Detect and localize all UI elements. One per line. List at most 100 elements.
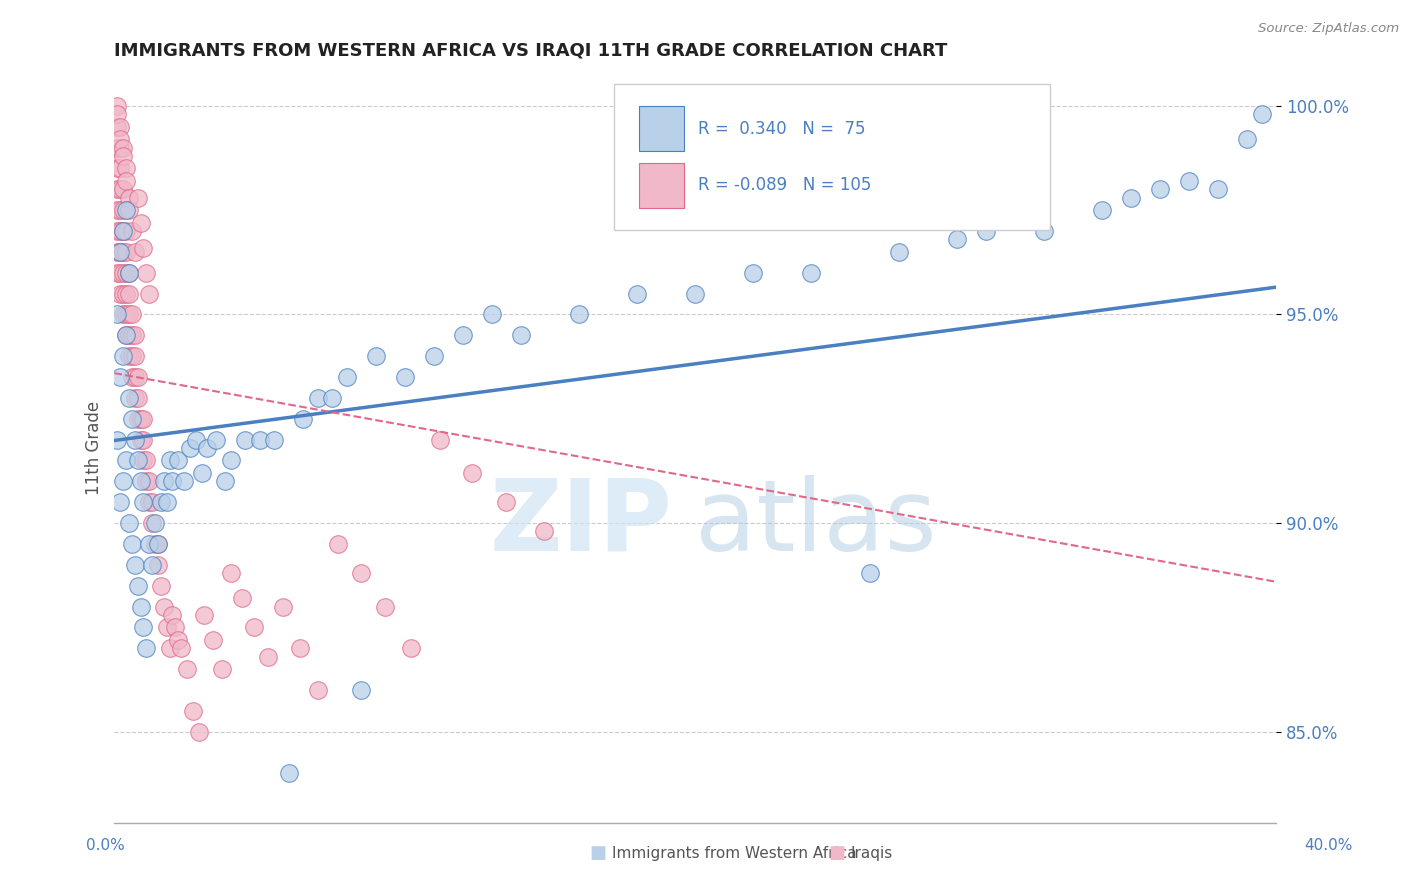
Point	[132, 495, 155, 509]
Point	[121, 308, 143, 322]
Point	[451, 328, 474, 343]
Point	[135, 475, 157, 489]
Point	[460, 466, 482, 480]
Point	[138, 537, 160, 551]
Point	[533, 524, 555, 539]
Point	[211, 662, 233, 676]
Point	[112, 224, 135, 238]
Point	[127, 191, 149, 205]
Point	[127, 453, 149, 467]
Point	[110, 161, 132, 176]
Point	[105, 140, 128, 154]
Point	[105, 244, 128, 259]
Point	[124, 244, 146, 259]
Point	[205, 433, 228, 447]
Point	[167, 453, 190, 467]
Point	[190, 466, 212, 480]
Point	[162, 607, 184, 622]
FancyBboxPatch shape	[640, 162, 683, 208]
Point	[129, 599, 152, 614]
Point	[105, 433, 128, 447]
Point	[135, 641, 157, 656]
Point	[195, 441, 218, 455]
Point	[156, 495, 179, 509]
Point	[159, 641, 181, 656]
Point	[121, 349, 143, 363]
Point	[141, 516, 163, 530]
Point	[115, 224, 138, 238]
Point	[350, 682, 373, 697]
Point	[110, 132, 132, 146]
Text: IMMIGRANTS FROM WESTERN AFRICA VS IRAQI 11TH GRADE CORRELATION CHART: IMMIGRANTS FROM WESTERN AFRICA VS IRAQI …	[114, 42, 948, 60]
Point	[115, 286, 138, 301]
Text: atlas: atlas	[695, 475, 936, 572]
Point	[118, 203, 141, 218]
Point	[184, 433, 207, 447]
Point	[118, 191, 141, 205]
Text: R =  0.340   N =  75: R = 0.340 N = 75	[697, 120, 865, 137]
Point	[326, 537, 349, 551]
Point	[1119, 191, 1142, 205]
Point	[399, 641, 422, 656]
Point	[115, 203, 138, 218]
Point	[974, 224, 997, 238]
Point	[124, 370, 146, 384]
Point	[132, 620, 155, 634]
Point	[121, 328, 143, 343]
Point	[887, 244, 910, 259]
Point	[124, 391, 146, 405]
Point	[112, 140, 135, 154]
Point	[121, 411, 143, 425]
Point	[118, 266, 141, 280]
Text: ZIP: ZIP	[489, 475, 672, 572]
Point	[423, 349, 446, 363]
Point	[149, 495, 172, 509]
Point	[129, 475, 152, 489]
Point	[945, 232, 967, 246]
FancyBboxPatch shape	[640, 106, 683, 152]
Point	[152, 599, 174, 614]
Point	[115, 308, 138, 322]
Point	[193, 607, 215, 622]
Point	[124, 433, 146, 447]
Point	[271, 599, 294, 614]
Point	[181, 704, 204, 718]
Point	[112, 286, 135, 301]
Point	[112, 475, 135, 489]
Point	[481, 308, 503, 322]
Point	[143, 537, 166, 551]
Point	[1032, 224, 1054, 238]
Point	[112, 149, 135, 163]
Point	[132, 241, 155, 255]
Point	[110, 370, 132, 384]
Point	[121, 537, 143, 551]
Point	[243, 620, 266, 634]
Point	[135, 266, 157, 280]
Point	[219, 453, 242, 467]
Point	[124, 328, 146, 343]
Point	[110, 224, 132, 238]
Point	[127, 370, 149, 384]
Point	[1149, 182, 1171, 196]
Point	[179, 441, 201, 455]
Point	[129, 433, 152, 447]
Point	[156, 620, 179, 634]
Point	[292, 411, 315, 425]
Point	[742, 266, 765, 280]
Text: ■: ■	[828, 844, 845, 862]
Point	[110, 203, 132, 218]
Point	[115, 161, 138, 176]
Point	[231, 591, 253, 606]
Point	[135, 453, 157, 467]
Point	[233, 433, 256, 447]
Point	[146, 558, 169, 572]
Point	[112, 266, 135, 280]
Point	[277, 766, 299, 780]
Point	[115, 453, 138, 467]
Point	[112, 308, 135, 322]
Point	[1206, 182, 1229, 196]
Point	[105, 182, 128, 196]
Point	[112, 349, 135, 363]
Point	[146, 537, 169, 551]
Point	[121, 224, 143, 238]
